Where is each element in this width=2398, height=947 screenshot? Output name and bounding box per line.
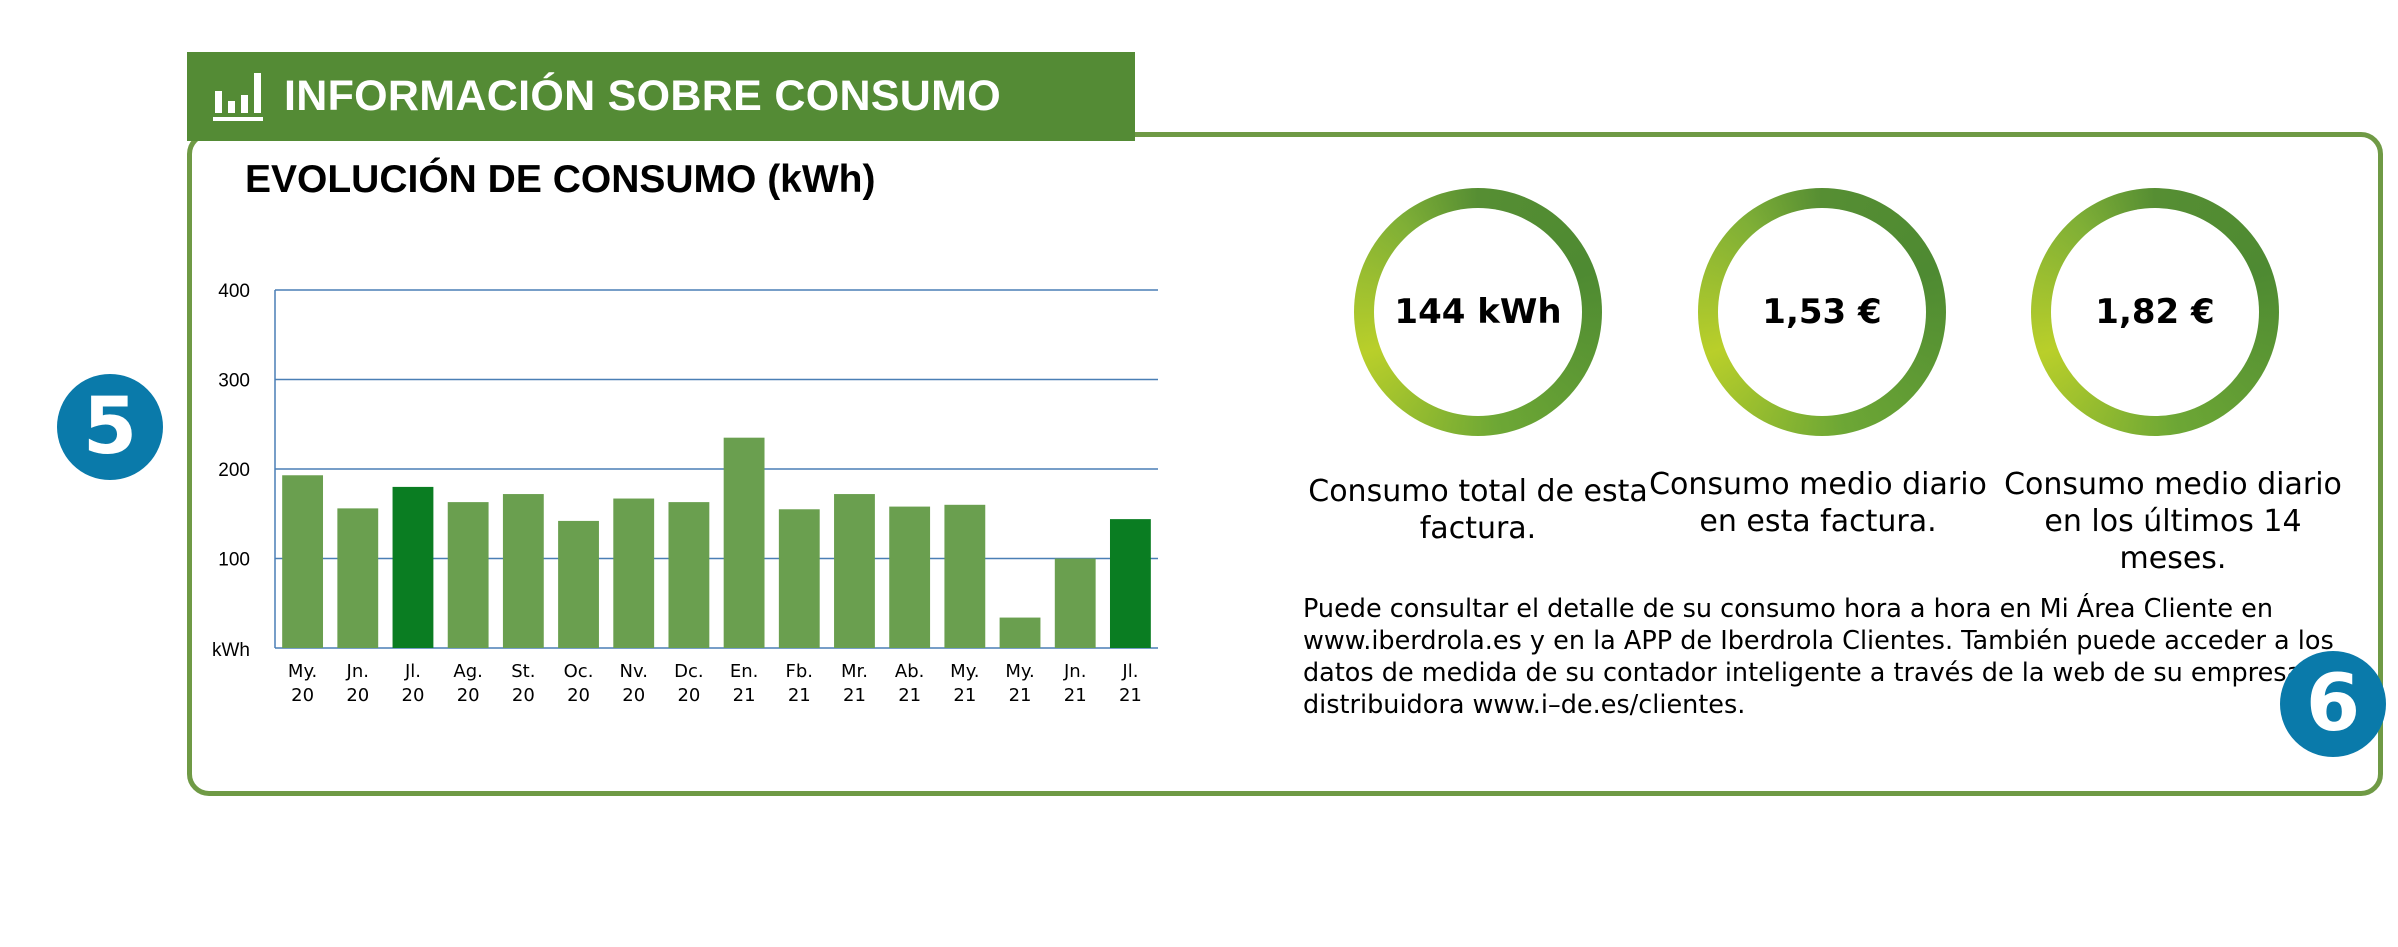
x-tick-label: Jn. 20 bbox=[346, 661, 370, 706]
x-tick-label: Ab. 21 bbox=[895, 661, 924, 706]
x-tick-label: St. 20 bbox=[511, 661, 535, 706]
x-tick-label: Ag. 20 bbox=[453, 661, 482, 706]
bar bbox=[558, 520, 599, 648]
x-tick-label: My. 20 bbox=[288, 661, 317, 706]
consumption-bar-chart: 400 300 200 100 kWh My. 20 Jn. 20 Jl. 20 Ag. 20 St. 20… bbox=[212, 281, 1158, 706]
y-tick-label: 300 bbox=[218, 371, 250, 392]
bar bbox=[999, 617, 1041, 648]
x-tick-label: Nv. 20 bbox=[619, 661, 647, 706]
x-tick-label: Dc. 20 bbox=[674, 661, 703, 706]
x-tick-label: Mr. 21 bbox=[841, 661, 868, 706]
bar bbox=[778, 509, 820, 648]
info-paragraph: Puede consultar el detalle de su consumo… bbox=[1303, 594, 2334, 720]
step-badge-5: 5 bbox=[57, 374, 163, 480]
bar bbox=[834, 494, 875, 648]
total-consumption-value: 144 kWh bbox=[1394, 292, 1562, 332]
daily-average-ring: 1,53 € bbox=[1698, 188, 1946, 436]
bar bbox=[392, 486, 434, 648]
total-consumption-label: Consumo total de esta factura. bbox=[1308, 474, 1648, 546]
chart-title: EVOLUCIÓN DE CONSUMO (kWh) bbox=[245, 158, 876, 201]
y-tick-label: 100 bbox=[218, 550, 250, 571]
y-axis-unit-label: kWh bbox=[212, 640, 250, 661]
daily-average-value: 1,53 € bbox=[1762, 292, 1882, 332]
step-badge-6: 6 bbox=[2280, 651, 2386, 757]
fourteen-month-average-value: 1,82 € bbox=[2095, 292, 2215, 332]
bar-chart-icon bbox=[213, 73, 263, 121]
fourteen-month-average-ring: 1,82 € bbox=[2031, 188, 2279, 436]
x-tick-label: My. 21 bbox=[1005, 661, 1034, 706]
header-title: INFORMACIÓN SOBRE CONSUMO bbox=[284, 72, 1001, 120]
x-tick-label: Oc. 20 bbox=[564, 661, 594, 706]
x-tick-label: Jn. 21 bbox=[1063, 661, 1087, 706]
daily-average-label: Consumo medio diario en esta factura. bbox=[1649, 467, 1987, 539]
x-tick-label: Jl. 20 bbox=[402, 661, 425, 706]
bar bbox=[1054, 558, 1096, 648]
bar bbox=[1109, 519, 1151, 648]
bar bbox=[723, 437, 765, 648]
bar bbox=[613, 498, 655, 648]
bar bbox=[502, 494, 544, 648]
bar bbox=[668, 502, 710, 648]
x-tick-label: Fb. 21 bbox=[786, 661, 814, 706]
bar bbox=[889, 506, 931, 648]
x-tick-label: En. 21 bbox=[730, 661, 759, 706]
x-tick-label: My. 21 bbox=[950, 661, 979, 706]
consumption-panel bbox=[187, 132, 2383, 796]
bar bbox=[282, 475, 324, 648]
fourteen-month-average-label: Consumo medio diario en los últimos 14 m… bbox=[2004, 467, 2342, 576]
bar bbox=[447, 502, 489, 648]
total-consumption-ring: 144 kWh bbox=[1354, 188, 1602, 436]
bar bbox=[337, 508, 379, 648]
x-tick-label: Jl. 21 bbox=[1119, 661, 1142, 706]
y-tick-label: 400 bbox=[218, 281, 250, 302]
y-tick-label: 200 bbox=[218, 460, 250, 481]
header-bar: INFORMACIÓN SOBRE CONSUMO bbox=[187, 52, 1135, 141]
bar bbox=[944, 504, 986, 648]
